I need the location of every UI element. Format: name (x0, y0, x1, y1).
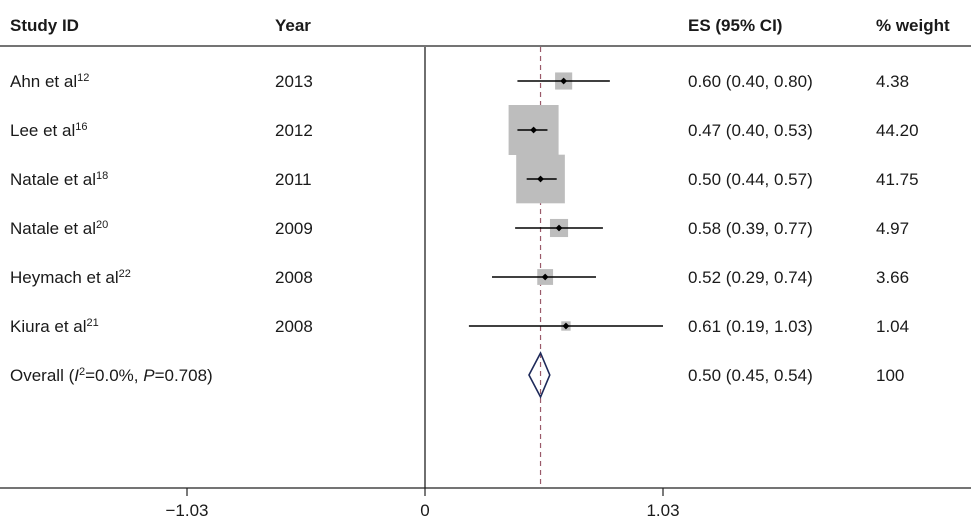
plot-marks (424, 47, 663, 488)
study-weight-label: 4.38 (876, 72, 909, 91)
study-id-header: Study ID (10, 16, 79, 35)
study-name: Natale et al18 (10, 170, 108, 189)
study-weight-label: 4.97 (876, 219, 909, 238)
study-weight-label: 41.75 (876, 170, 919, 189)
study-year: 2013 (275, 72, 313, 91)
overall-label: Overall (I2=0.0%, P=0.708) (10, 366, 213, 385)
study-name: Lee et al16 (10, 121, 87, 140)
study-name: Heymach et al22 (10, 268, 131, 287)
study-rows: Ahn et al12 2013 0.60 (0.40, 0.80) 4.38 Lee … (10, 72, 919, 385)
study-es-label: 0.61 (0.19, 1.03) (688, 317, 813, 336)
study-year: 2009 (275, 219, 313, 238)
study-weight-label: 3.66 (876, 268, 909, 287)
study-year: 2011 (275, 170, 312, 189)
study-name: Ahn et al12 (10, 72, 89, 91)
study-es-label: 0.58 (0.39, 0.77) (688, 219, 813, 238)
study-name: Natale et al20 (10, 219, 108, 238)
year-header: Year (275, 16, 311, 35)
study-year: 2008 (275, 268, 313, 287)
study-weight-label: 44.20 (876, 121, 919, 140)
study-year: 2012 (275, 121, 313, 140)
overall-diamond (528, 351, 551, 399)
study-es-label: 0.50 (0.44, 0.57) (688, 170, 813, 189)
overall-es-label: 0.50 (0.45, 0.54) (688, 366, 813, 385)
study-es-label: 0.52 (0.29, 0.74) (688, 268, 813, 287)
x-tick-label: −1.03 (165, 501, 208, 520)
study-name: Kiura et al21 (10, 317, 99, 336)
study-es-label: 0.47 (0.40, 0.53) (688, 121, 813, 140)
es-header: ES (95% CI) (688, 16, 782, 35)
point-estimate (560, 77, 568, 85)
point-estimate (562, 322, 570, 330)
x-tick-label: 0 (420, 501, 429, 520)
point-estimate (537, 175, 544, 183)
study-year: 2008 (275, 317, 313, 336)
study-weight-label: 1.04 (876, 317, 909, 336)
weight-header: % weight (876, 16, 950, 35)
study-es-label: 0.60 (0.40, 0.80) (688, 72, 813, 91)
x-axis: −1.03 0 1.03 (0, 487, 971, 520)
overall-weight-label: 100 (876, 366, 904, 385)
point-estimate (541, 273, 549, 281)
x-tick-label: 1.03 (646, 501, 679, 520)
point-estimate (530, 126, 538, 134)
point-estimate (555, 224, 563, 232)
